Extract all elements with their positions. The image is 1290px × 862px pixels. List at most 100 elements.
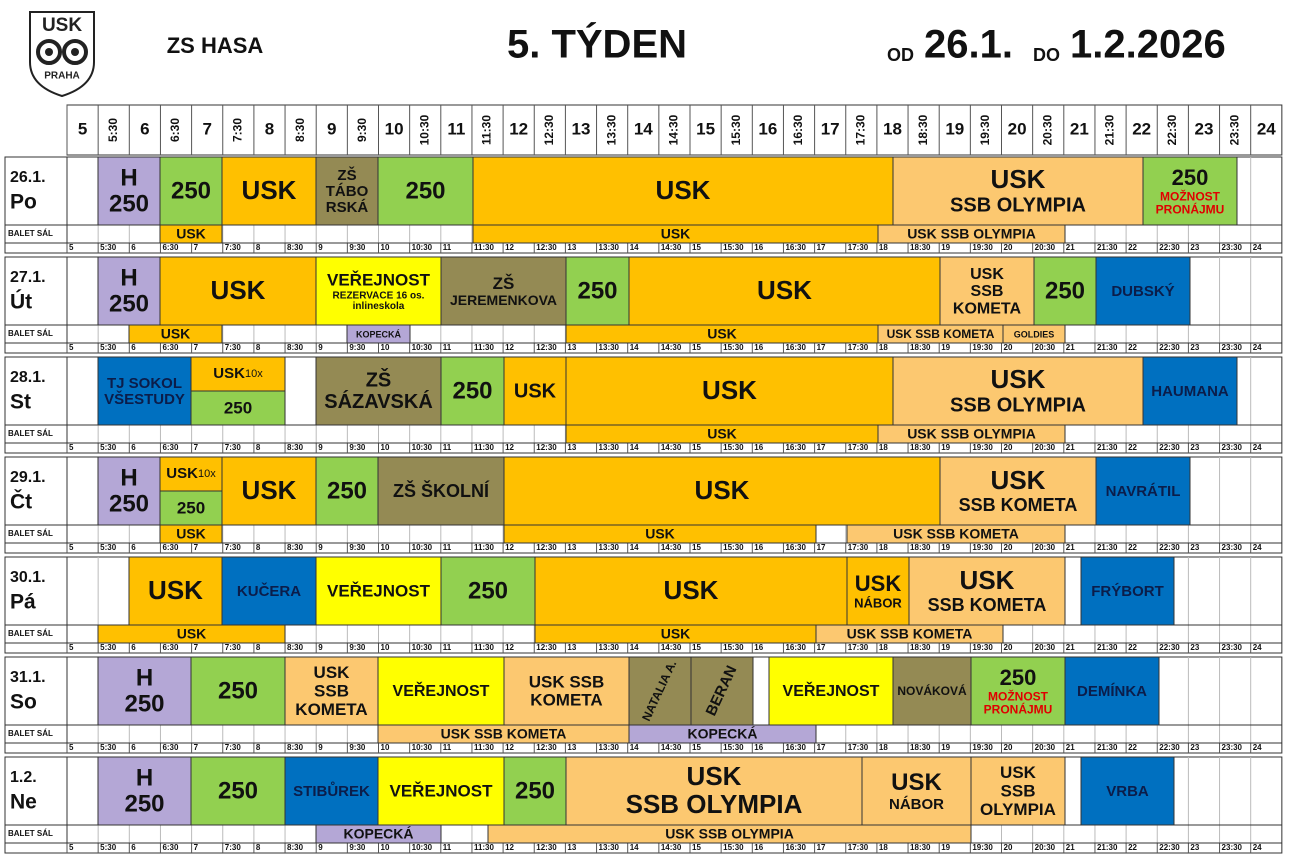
time-small: 16:30 <box>785 443 806 452</box>
balet-text: KOPECKÁ <box>343 826 413 842</box>
time-small: 15:30 <box>723 443 744 452</box>
time-small: 7 <box>194 843 199 852</box>
time-small: 18 <box>879 443 888 452</box>
logo-pupil <box>45 48 53 56</box>
time-small: 8 <box>256 643 261 652</box>
time-small: 16:30 <box>785 543 806 552</box>
time-label: 20:30 <box>1040 114 1054 145</box>
time-small: 24 <box>1253 843 1262 852</box>
time-small: 9 <box>318 443 323 452</box>
time-small: 20 <box>1004 343 1013 352</box>
logo-pupil <box>71 48 79 56</box>
time-small: 18:30 <box>910 743 931 752</box>
event-cell <box>892 656 972 726</box>
time-small: 22 <box>1128 843 1137 852</box>
time-small: 14 <box>630 443 639 452</box>
time-small: 18 <box>879 343 888 352</box>
event-text: 250 <box>515 777 555 804</box>
time-small: 15 <box>692 443 701 452</box>
time-small: 20:30 <box>1035 743 1056 752</box>
time-small: 12 <box>505 443 514 452</box>
balet-text: USK <box>645 526 675 542</box>
time-small: 19 <box>941 443 950 452</box>
time-small: 17 <box>817 243 826 252</box>
balet-text: USK <box>176 526 206 542</box>
time-small: 15:30 <box>723 743 744 752</box>
time-small: 11:30 <box>474 743 495 752</box>
time-small: 16:30 <box>785 643 806 652</box>
time-small: 12:30 <box>536 843 557 852</box>
day-date: 1.2. <box>10 769 37 786</box>
time-small: 22 <box>1128 343 1137 352</box>
time-small: 18:30 <box>910 443 931 452</box>
time-small: 24 <box>1253 743 1262 752</box>
day-block: 5 5:30 6 6:30 7 7:30 8 8:30 9 9:30 10 10:30 11 11:30 1… <box>4 756 1283 854</box>
time-small: 13:30 <box>599 343 620 352</box>
time-small: 16 <box>754 743 763 752</box>
event-cell <box>503 656 630 726</box>
event-cell <box>97 356 192 426</box>
logo-shield <box>29 11 95 98</box>
time-small: 15 <box>692 543 701 552</box>
event-text: H <box>136 764 153 791</box>
time-small: 23 <box>1190 243 1199 252</box>
event-text: SSB OLYMPIA <box>950 194 1086 216</box>
day-date: 31.1. <box>10 669 46 686</box>
balet-cell <box>815 624 1004 644</box>
event-text: MOŽNOST <box>988 689 1049 704</box>
time-small: 18:30 <box>910 643 931 652</box>
time-small: 7:30 <box>225 343 242 352</box>
day-date: 27.1. <box>10 269 46 286</box>
time-small: 11 <box>443 243 452 252</box>
event-text: USK10x <box>213 365 263 382</box>
time-small: 13 <box>567 843 576 852</box>
time-small: 10:30 <box>412 543 433 552</box>
balet-cell <box>628 724 817 744</box>
time-small: 13 <box>567 243 576 252</box>
balet-text: USK <box>661 226 691 242</box>
time-small: 14 <box>630 543 639 552</box>
time-small: 19 <box>941 843 950 852</box>
time-header <box>66 104 1283 156</box>
event-text: FRÝBORT <box>1091 582 1164 600</box>
event-text: 250 <box>1045 277 1085 304</box>
event-text: DUBSKÝ <box>1111 282 1174 300</box>
event-text: SSB <box>1001 781 1036 800</box>
time-label: 15 <box>696 119 715 138</box>
balet-text: USK SSB KOMETA <box>893 526 1019 542</box>
time-small: 15 <box>692 643 701 652</box>
event-text: DEMÍNKA <box>1077 683 1147 700</box>
event-text: USK <box>991 164 1046 194</box>
event-cell <box>97 456 161 526</box>
time-small: 17:30 <box>848 343 869 352</box>
from-date: 26.1. <box>924 23 1013 67</box>
time-small: 8:30 <box>287 243 304 252</box>
time-small: 23:30 <box>1222 843 1243 852</box>
time-label: 17:30 <box>853 114 867 145</box>
time-small: 22:30 <box>1159 243 1180 252</box>
event-cell <box>159 156 223 226</box>
time-small: 5:30 <box>100 443 117 452</box>
event-cell <box>97 156 161 226</box>
event-text: 250 <box>405 177 445 204</box>
time-small: 9:30 <box>349 343 366 352</box>
time-small: 8 <box>256 343 261 352</box>
event-text: STIBŮREK <box>293 781 370 800</box>
time-small: 16 <box>754 643 763 652</box>
event-text: USK <box>991 465 1046 495</box>
time-small: 14:30 <box>661 543 682 552</box>
balet-text: KOPECKÁ <box>356 329 402 339</box>
time-small: 13:30 <box>599 443 620 452</box>
event-text: USK <box>242 175 297 205</box>
event-text: H <box>136 664 153 691</box>
time-label: 19 <box>945 119 964 138</box>
time-label: 13:30 <box>604 114 618 145</box>
day-name: St <box>10 391 31 414</box>
time-small: 14 <box>630 343 639 352</box>
event-text: KUČERA <box>237 582 301 600</box>
event-text: 250 <box>577 277 617 304</box>
event-text: ZŠ <box>493 274 515 293</box>
event-text: VŠESTUDY <box>104 390 185 408</box>
time-small: 21 <box>1066 343 1075 352</box>
